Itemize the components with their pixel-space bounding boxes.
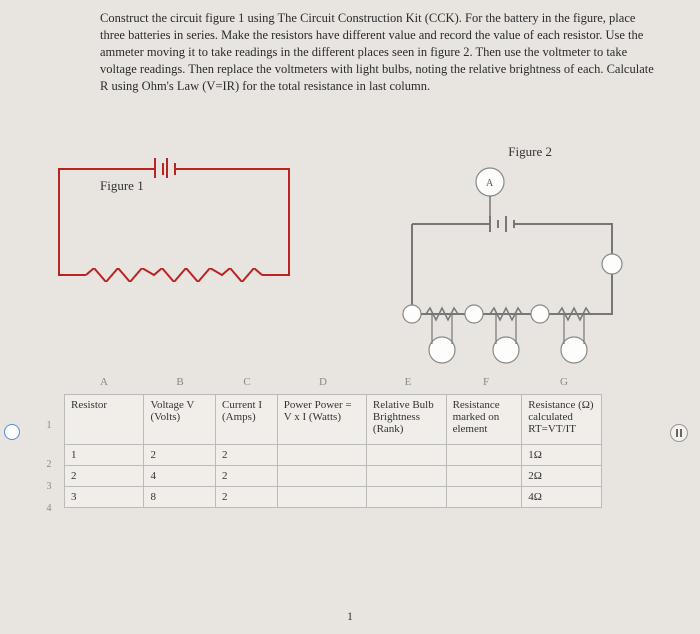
column-letters: A B C D E F G [38, 374, 658, 390]
radio-button[interactable] [4, 424, 20, 440]
header-brightness: Relative Bulb Brightness (Rank) [366, 395, 446, 445]
row-numbers: 1 2 3 4 [36, 398, 62, 520]
instructions-text: Construct the circuit figure 1 using The… [100, 10, 658, 94]
circuit-diagrams: A [38, 130, 658, 372]
figure-1-circuit [58, 160, 290, 300]
svg-text:A: A [486, 178, 494, 189]
data-table: Resistor Voltage V (Volts) Current I (Am… [64, 394, 602, 508]
data-table-section: A B C D E F G 1 2 3 4 Resistor Voltage V… [38, 374, 658, 508]
header-voltage: Voltage V (Volts) [144, 395, 216, 445]
table-row: 1221Ω [65, 445, 602, 466]
header-resistor: Resistor [65, 395, 144, 445]
table-row: 2422Ω [65, 466, 602, 487]
header-resistance-marked: Resistance marked on element [446, 395, 522, 445]
header-resistance-calc: Resistance (Ω) calculated RT=VT/IT [522, 395, 602, 445]
header-power: Power Power = V x I (Watts) [277, 395, 366, 445]
figure-2-circuit: A [382, 144, 642, 372]
page-number: 1 [347, 609, 353, 624]
pause-button[interactable] [670, 424, 688, 442]
table-row: 3824Ω [65, 487, 602, 508]
header-current: Current I (Amps) [216, 395, 278, 445]
